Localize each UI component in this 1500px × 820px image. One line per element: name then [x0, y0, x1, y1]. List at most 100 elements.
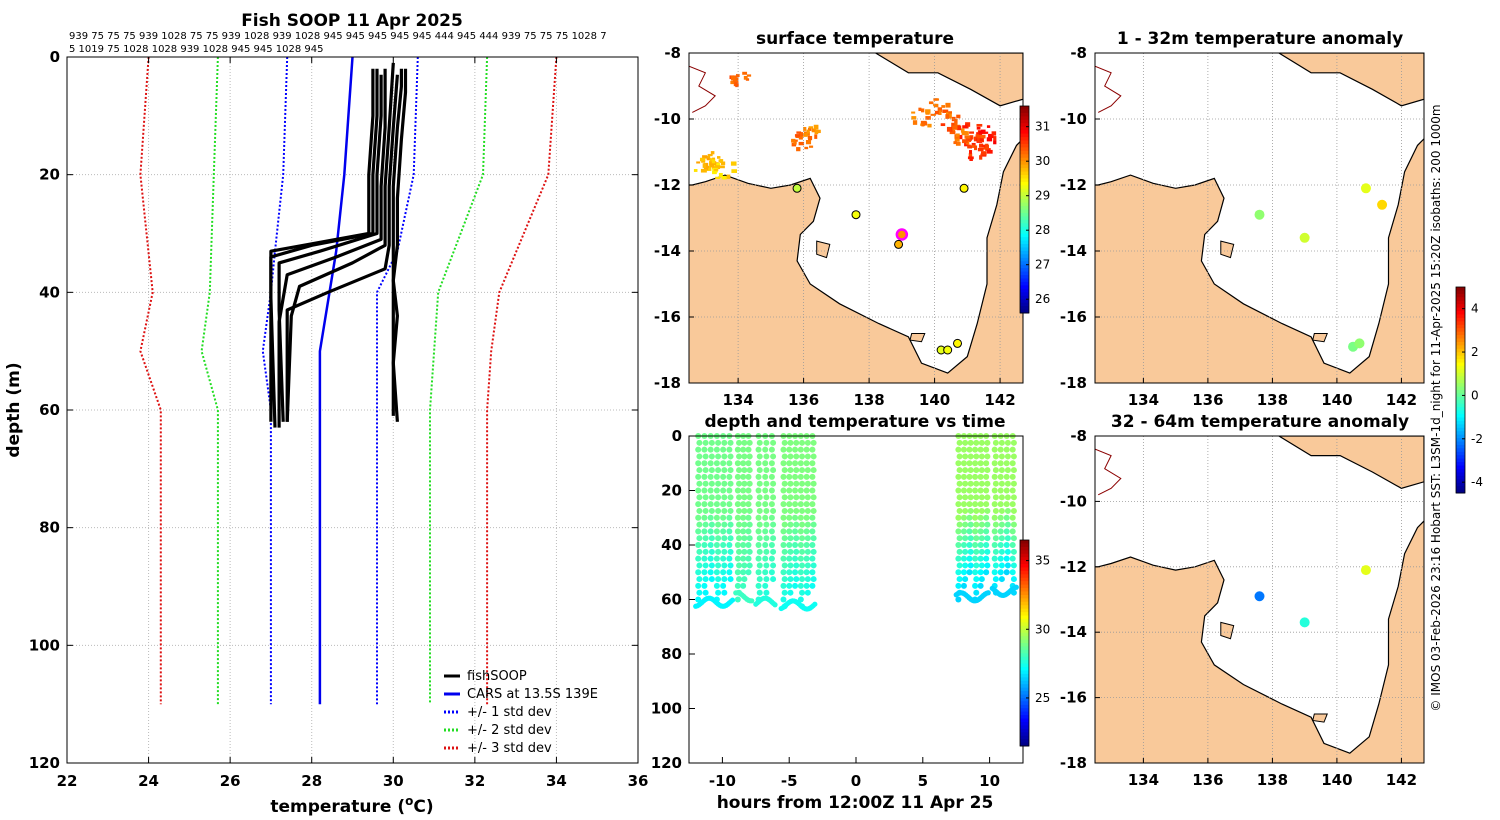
dt-sample-point [707, 569, 714, 576]
colorbar-cell [1020, 226, 1029, 231]
dt-ytick-label: 80 [661, 645, 682, 663]
dt-sample-point [997, 460, 1004, 467]
colorbar-cell [1456, 300, 1465, 305]
dt-sample-point [1010, 521, 1017, 528]
sst-pixel [978, 143, 984, 148]
colorbar-cell [1020, 543, 1029, 548]
dt-sample-point [803, 487, 810, 494]
colorbar-cell [1020, 223, 1029, 228]
dt-sample-point [962, 548, 969, 555]
dt-sample-point [780, 514, 787, 521]
sst-pixel [799, 132, 803, 137]
dt-sample-point [787, 562, 794, 569]
dt-sample-point [746, 494, 753, 501]
dt-sample-point [720, 501, 727, 508]
dt-sample-point [762, 555, 769, 562]
dt-sample-point [721, 521, 728, 528]
map-xtick-label: 136 [1192, 391, 1223, 409]
colorbar-cell [1020, 147, 1029, 152]
map-ytick-label: -12 [654, 176, 681, 194]
colorbar-cell [1020, 612, 1029, 617]
sst-pixel [921, 108, 925, 113]
new-guinea-land [874, 53, 1023, 107]
dt-sample-point [713, 460, 720, 467]
isobath-line [689, 65, 716, 113]
dt-sample-point [966, 460, 973, 467]
dt-sample-point [955, 514, 962, 521]
colorbar-cell [1456, 317, 1465, 322]
dt-sample-point [962, 507, 969, 514]
dt-sample-point [1010, 480, 1017, 487]
colorbar-cell [1456, 307, 1465, 312]
dt-sample-point [770, 494, 777, 501]
dt-sample-point [1003, 569, 1010, 576]
colorbar-cell [1020, 715, 1029, 720]
dt-sample-point [973, 589, 980, 596]
dt-sample-point [998, 576, 1005, 583]
dt-sample-point [720, 582, 727, 589]
colorbar-cell [1020, 546, 1029, 551]
sst-pixel [702, 169, 707, 173]
dt-sample-point [695, 446, 702, 453]
dt-sample-point [762, 569, 769, 576]
dt-sample-point [962, 576, 969, 583]
sst-pixel [938, 110, 942, 115]
dt-sample-point [956, 548, 963, 555]
groote-eylandt-land [816, 240, 831, 259]
dt-sample-point [810, 453, 817, 460]
dt-sample-point [696, 494, 703, 501]
colorbar-cell [1456, 420, 1465, 425]
colorbar-cell [1020, 732, 1029, 737]
dt-sample-point [726, 542, 733, 548]
dt-sample-point [967, 521, 974, 528]
dt-sample-point [1009, 446, 1016, 453]
sst-pixel [981, 151, 987, 156]
dt-sample-point [702, 467, 709, 474]
dt-sample-point [997, 569, 1004, 576]
colorbar-tick-label: 35 [1035, 554, 1050, 568]
colorbar-cell [1020, 718, 1029, 723]
dt-sample-point [707, 514, 714, 521]
dt-sample-point [756, 521, 763, 528]
sst-pixel [955, 141, 961, 146]
colorbar-cell [1020, 175, 1029, 179]
sst-pixel [974, 145, 978, 151]
dt-sample-point [983, 487, 990, 494]
dt-sample-point [701, 446, 708, 453]
colorbar-cell [1020, 594, 1029, 599]
sst-pixel [981, 144, 986, 148]
sst-pixel [714, 165, 721, 170]
colorbar-cell [1020, 694, 1029, 699]
anom1-title: 1 - 32m temperature anomaly [1117, 29, 1403, 49]
dt-sample-point [809, 528, 816, 535]
dt-sample-point [702, 535, 709, 542]
colorbar-tick-label: 2 [1471, 345, 1479, 359]
dt-sample-point [810, 576, 817, 583]
dt-sample-point [960, 582, 967, 589]
sst-pixel [706, 155, 711, 160]
dt-sample-point [736, 548, 743, 555]
sst-pixel [693, 169, 698, 172]
sst-pixel [973, 136, 978, 142]
colorbar-cell [1456, 417, 1465, 422]
anom2-point [1254, 591, 1265, 602]
dt-sample-point [763, 521, 770, 528]
sst-pixel [954, 118, 958, 124]
colorbar-cell [1020, 660, 1029, 665]
sst-pixel [942, 109, 949, 113]
sst-pixel [921, 122, 925, 127]
sst-title: surface temperature [756, 29, 954, 49]
dt-sample-point [973, 548, 980, 555]
mornington-island-land [1312, 713, 1328, 723]
sst-pixel [954, 122, 958, 126]
dt-sample-point [804, 453, 811, 460]
dt-sample-point [955, 446, 962, 453]
dt-sample-point [756, 467, 763, 474]
map-xtick-label: 138 [1257, 391, 1288, 409]
dt-sample-point [972, 514, 979, 521]
dt-sample-point [966, 514, 973, 521]
dt-sample-point [803, 528, 810, 535]
dt-sample-point [780, 596, 787, 603]
dt-sample-point [792, 569, 799, 576]
